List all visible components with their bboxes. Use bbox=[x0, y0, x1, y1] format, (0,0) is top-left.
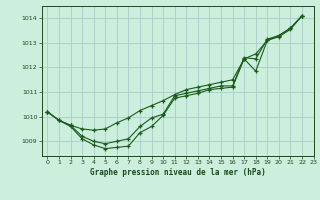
X-axis label: Graphe pression niveau de la mer (hPa): Graphe pression niveau de la mer (hPa) bbox=[90, 168, 266, 177]
